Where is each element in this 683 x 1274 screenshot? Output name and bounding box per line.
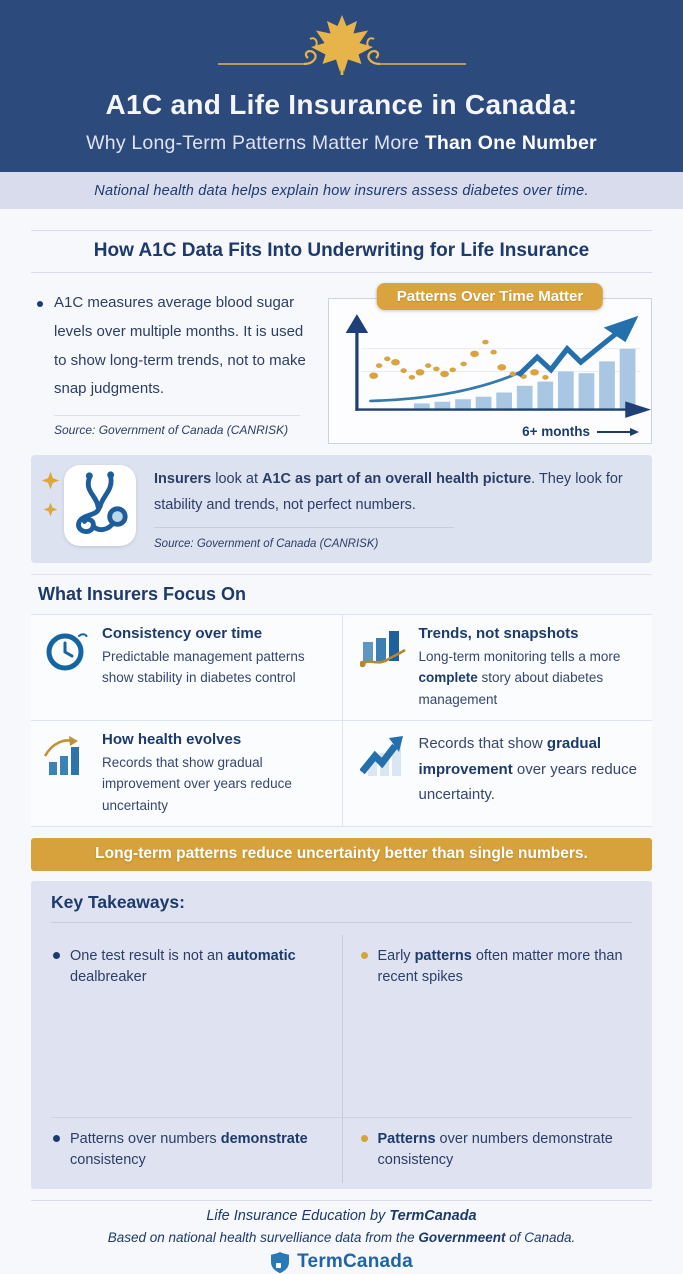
bullet-dot (360, 952, 368, 960)
rising-arrow-icon (358, 731, 406, 782)
focus-item-trends: Trends, not snapshots Long-term monitori… (341, 615, 653, 721)
takeaways-heading: Key Takeaways: (51, 892, 632, 924)
takeaway-item: Patterns over numbers demonstrate consis… (341, 1117, 632, 1183)
focus-item-text: Records that show gradual improvement ov… (419, 731, 645, 808)
tagline-bar: National health data helps explain how i… (0, 172, 683, 209)
focus-item-title: Trends, not snapshots (418, 625, 579, 643)
sparkle-icon (43, 502, 58, 517)
content: How A1C Data Fits Into Underwriting for … (0, 230, 683, 1274)
takeaway-text: One test result is not an automatic deal… (70, 948, 296, 986)
x-axis-label: 6+ months (522, 424, 590, 439)
clock-icon (43, 625, 89, 678)
focus-grid: Consistency over time Predictable manage… (31, 614, 653, 828)
header: A1C and Life Insurance in Canada: Why Lo… (0, 0, 683, 172)
bullet-dot (360, 1135, 368, 1143)
focus-item-health-evolves: How health evolves Records that show gra… (31, 720, 342, 826)
focus-section: What Insurers Focus On Consistency over … (31, 574, 653, 828)
focus-item-gradual-improvement: Records that show gradual improvement ov… (341, 720, 652, 827)
underwriting-section-heading: How A1C Data Fits Into Underwriting for … (31, 230, 652, 273)
footer-line1: Life Insurance Education by TermCanada (206, 1207, 477, 1224)
sparkle-icon (41, 471, 60, 490)
page-title: A1C and Life Insurance in Canada: (105, 89, 578, 120)
focus-item-body: Records that show gradual improvement ov… (102, 755, 292, 813)
bullet-dot (37, 301, 43, 307)
focus-item-text: Consistency over time Predictable manage… (102, 625, 334, 689)
focus-item-consistency: Consistency over time Predictable manage… (31, 615, 342, 720)
brand-name: TermCanada (297, 1251, 413, 1273)
stethoscope-icon (64, 465, 136, 546)
focus-item-body: Long-term monitoring tells a more comple… (418, 649, 621, 707)
maple-leaf-icon (217, 15, 466, 75)
a1c-bullet-text: A1C measures average blood sugar levels … (54, 294, 306, 398)
focus-item-body: Predictable management patterns show sta… (102, 649, 305, 686)
highlight-text-block: Insurers look at A1C as part of an overa… (140, 465, 636, 554)
focus-heading: What Insurers Focus On (38, 584, 247, 605)
chart-bars (413, 348, 636, 409)
shield-logo-icon (271, 1251, 290, 1274)
bullet-dot (53, 952, 60, 960)
key-takeaways-box: Key Takeaways: One test result is not an… (31, 881, 652, 1189)
page-subtitle: Why Long-Term Patterns Matter More Than … (86, 132, 597, 154)
sparkles (41, 465, 60, 517)
footer: Life Insurance Education by TermCanada B… (31, 1199, 652, 1274)
key-message-banner: Long-term patterns reduce uncertainty be… (31, 838, 652, 872)
underwriting-row: A1C measures average blood sugar levels … (31, 283, 652, 445)
a1c-bullet-item: A1C measures average blood sugar levels … (37, 289, 313, 404)
insurers-highlight-box: Insurers look at A1C as part of an overa… (31, 455, 652, 564)
bar-trend-icon (358, 625, 406, 676)
bullet-dot (53, 1135, 60, 1143)
focus-item-text: Trends, not snapshots Long-term monitori… (419, 625, 645, 710)
takeaway-item: Patterns over numbers demonstrate consis… (51, 1117, 342, 1183)
brand-row: TermCanada (31, 1251, 652, 1274)
chart-badge: Patterns Over Time Matter (376, 283, 604, 310)
source-citation: Source: Government of Canada (CANRISK) (54, 415, 300, 437)
rising-zigzag-arrow (515, 315, 639, 377)
focus-item-title: Consistency over time (102, 625, 263, 643)
growth-bars-icon (43, 731, 89, 782)
takeaway-item: Early patterns often matter more than re… (341, 935, 633, 1118)
takeaway-text: Early patterns often matter more than re… (377, 948, 623, 986)
highlight-text: Insurers look at A1C as part of an overa… (154, 471, 623, 513)
maple-leaf-ornament (0, 0, 683, 83)
source-citation: Source: Government of Canada (CANRISK) (154, 526, 454, 554)
takeaway-text: Patterns over numbers demonstrate consis… (70, 1131, 308, 1169)
trend-chart (345, 314, 651, 418)
takeaway-text: Patterns over numbers demonstrate consis… (377, 1131, 613, 1169)
x-axis-label-row: 6+ months (522, 424, 639, 439)
focus-item-body: Records that show gradual improvement ov… (418, 735, 637, 804)
focus-item-title: How health evolves (102, 731, 242, 749)
takeaways-grid: One test result is not an automatic deal… (51, 923, 632, 1183)
underwriting-text-column: A1C measures average blood sugar levels … (31, 285, 328, 445)
trend-swoosh-line (369, 369, 526, 403)
footer-line2: Based on national health survelliance da… (107, 1229, 576, 1245)
focus-item-text: How health evolves Records that show gra… (102, 731, 334, 816)
trend-chart-box: Patterns Over Time Matter (328, 283, 652, 444)
right-arrow-icon (597, 427, 639, 436)
takeaway-item: One test result is not an automatic deal… (51, 935, 342, 1117)
